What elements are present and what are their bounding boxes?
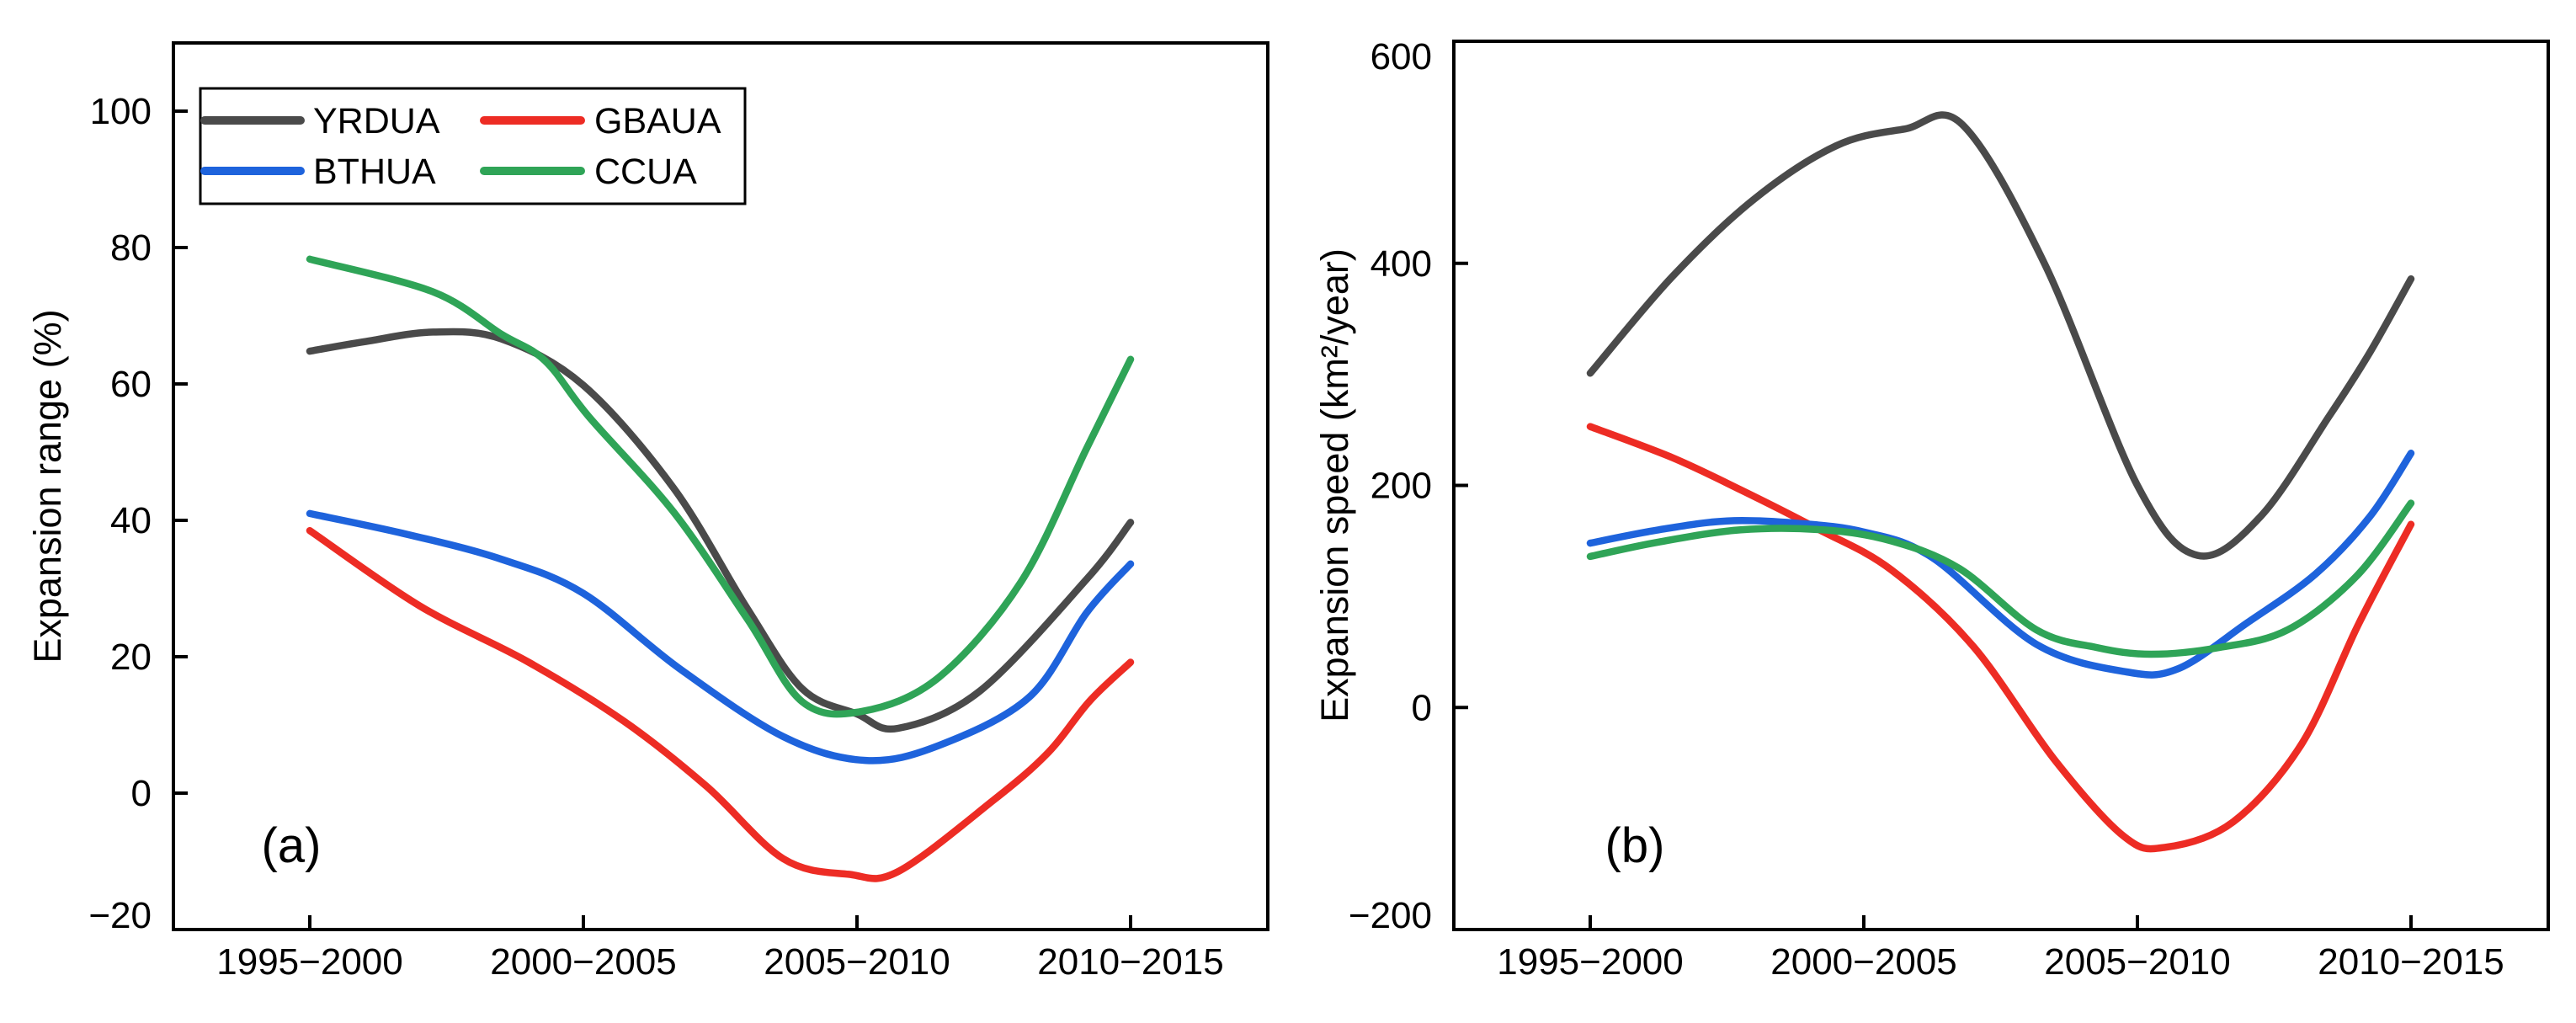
y-tick-label: 0 [1412,687,1432,728]
y-tick-label: 400 [1370,243,1432,285]
legend-label: YRDUA [313,101,440,141]
series-line-CCUA [306,255,1135,718]
y-axis-title: Expansion speed (km²/year) [1313,248,1356,722]
series-line-BTHUA [1586,450,2415,679]
y-tick-label: 0 [131,773,152,814]
y-tick-label: 600 [1370,36,1432,77]
series-line-YRDUA [306,328,1135,733]
y-axis-title: Expansion range (%) [26,309,69,663]
x-tick-label: 2005−2010 [764,941,950,983]
legend-label: BTHUA [313,152,436,192]
panel-a: −20 0 20 40 60 80 100 1995−2000 2000−2005 2005−20… [26,41,1269,983]
y-tick-label: 40 [110,500,152,541]
legend-box [199,87,747,205]
x-tick-label: 2000−2005 [1770,941,1956,983]
plot-frame [172,41,1269,931]
series-line-BTHUA [306,509,1135,765]
legend-label: CCUA [594,152,697,192]
y-tick-label: −20 [88,895,152,936]
y-tick-label: −200 [1349,895,1432,936]
x-tick-label: 2000−2005 [490,941,676,983]
panel-letter: (b) [1605,818,1665,873]
x-tick-label: 2005−2010 [2044,941,2230,983]
series-line-CCUA [1586,499,2415,658]
x-tick-label: 1995−2000 [1497,941,1683,983]
panel-b: −200 0 200 400 600 1995−2000 2000−2005 2005−201… [1313,36,2550,983]
series-line-YRDUA [1586,111,2415,560]
y-tick-label: 200 [1370,466,1432,507]
panel-letter: (a) [262,818,322,873]
y-tick-label: 80 [110,227,152,269]
y-tick-label: 60 [110,364,152,405]
series-line-GBAUA [1586,423,2415,853]
y-tick-label: 20 [110,637,152,678]
legend: YRDUA GBAUA BTHUA CCUA [199,87,747,205]
x-tick-label: 1995−2000 [216,941,402,983]
series-line-GBAUA [306,526,1135,882]
legend-label: GBAUA [594,101,721,141]
x-tick-label: 2010−2015 [1037,941,1223,983]
x-tick-label: 2010−2015 [2318,941,2504,983]
y-tick-label: 100 [90,91,152,132]
